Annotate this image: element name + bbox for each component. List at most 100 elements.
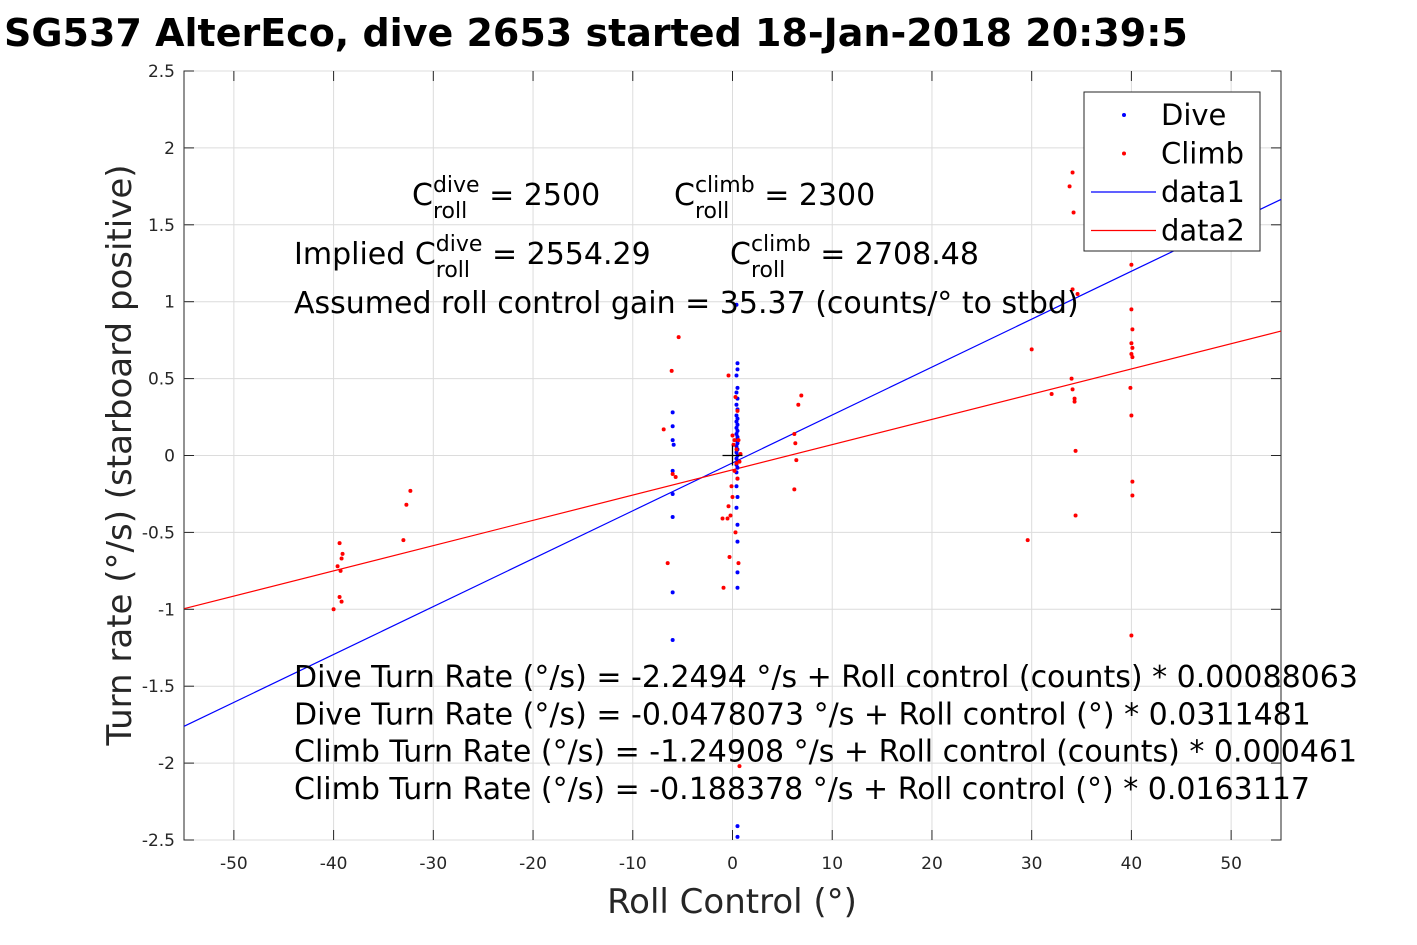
x-tick-label: 40 — [1121, 854, 1143, 874]
data-point-climb — [728, 513, 733, 518]
data-point-climb — [794, 458, 799, 463]
data-point-dive — [734, 302, 739, 307]
data-point-climb — [1130, 355, 1135, 360]
data-point-climb — [720, 516, 725, 521]
data-point-dive — [735, 441, 740, 446]
data-point-dive — [735, 495, 740, 500]
y-tick-label: 0.5 — [148, 370, 175, 390]
implied-c-roll-dive-annotation: Implied Cdive roll = 2554.29 — [294, 232, 651, 283]
data-point-climb — [1130, 493, 1135, 498]
data-point-climb — [669, 368, 674, 373]
data-point-climb — [732, 468, 737, 473]
data-point-climb — [331, 607, 336, 612]
data-point-climb — [1029, 347, 1034, 352]
data-point-climb — [1075, 292, 1080, 297]
data-point-dive — [735, 585, 740, 590]
data-point-dive — [735, 422, 740, 427]
data-point-climb — [1070, 387, 1075, 392]
data-point-dive — [734, 484, 739, 489]
data-point-climb — [729, 484, 734, 489]
data-point-dive — [734, 390, 739, 395]
legend-box — [1083, 91, 1261, 252]
y-axis-label: Turn rate (°/s) (starboard positive) — [100, 164, 140, 746]
data-point-climb — [1071, 210, 1076, 215]
data-point-climb — [733, 395, 738, 400]
data-point-dive — [734, 456, 739, 461]
data-point-climb — [735, 476, 740, 481]
data-point-dive — [670, 638, 675, 643]
data-point-dive — [671, 442, 676, 447]
data-point-dive — [670, 438, 675, 443]
x-tick-label: -20 — [519, 854, 547, 874]
x-tick-label: 20 — [921, 854, 943, 874]
data-point-climb — [1128, 385, 1133, 390]
data-point-climb — [737, 764, 742, 769]
y-tick-label: -0.5 — [142, 523, 175, 543]
data-point-climb — [732, 438, 737, 443]
data-point-climb — [1072, 399, 1077, 404]
data-point-climb — [1130, 479, 1135, 484]
data-point-climb — [1130, 327, 1135, 332]
data-point-climb — [792, 487, 797, 492]
data-point-climb — [796, 402, 801, 407]
data-point-climb — [340, 551, 345, 556]
y-tick-label: -1.5 — [142, 677, 175, 697]
data-point-dive — [735, 465, 740, 470]
data-point-climb — [1129, 351, 1134, 356]
axis-ticks: -50 -40 -30 -20 -10 0 10 20 30 40 50-2.5-2-1.5-1-0… — [142, 62, 1281, 874]
data-point-dive — [735, 416, 740, 421]
data-point-climb — [408, 488, 413, 493]
scatter-points — [331, 170, 1135, 839]
data-point-climb — [734, 447, 739, 452]
data-point-climb — [1049, 391, 1054, 396]
data-point-climb — [730, 433, 735, 438]
data-point-dive — [735, 834, 740, 839]
roll-gain-annotation: Assumed roll control gain = 35.37 (count… — [294, 286, 1079, 321]
x-tick-label: -50 — [220, 854, 248, 874]
legend-label: data2 — [1161, 214, 1245, 248]
data-point-dive — [735, 824, 740, 829]
data-point-dive — [734, 373, 739, 378]
data-point-climb — [727, 555, 732, 560]
data-point-climb — [670, 471, 675, 476]
data-point-climb — [1025, 538, 1030, 543]
data-point-climb — [730, 495, 735, 500]
legend-label: Climb — [1161, 137, 1244, 171]
data-point-climb — [1072, 396, 1077, 401]
data-point-dive — [735, 385, 740, 390]
data-point-climb — [1067, 184, 1072, 189]
legend-marker-dive — [1122, 113, 1126, 117]
fit-equation: Dive Turn Rate (°/s) = -2.2494 °/s + Rol… — [294, 660, 1358, 695]
x-tick-label: 10 — [821, 854, 843, 874]
data-point-dive — [735, 367, 740, 372]
y-tick-label: -2 — [158, 754, 175, 774]
data-point-dive — [670, 491, 675, 496]
data-point-dive — [735, 428, 740, 433]
data-point-climb — [337, 541, 342, 546]
data-point-climb — [1073, 513, 1078, 518]
data-point-climb — [1129, 633, 1134, 638]
data-point-dive — [735, 539, 740, 544]
x-tick-label: -10 — [619, 854, 647, 874]
data-point-climb — [665, 561, 670, 566]
data-point-climb — [1069, 376, 1074, 381]
data-point-dive — [670, 590, 675, 595]
data-point-climb — [737, 459, 742, 464]
data-point-climb — [339, 599, 344, 604]
data-point-climb — [735, 408, 740, 413]
data-point-dive — [670, 410, 675, 415]
c-roll-dive-annotation: Cdive roll = 2500 — [412, 173, 600, 224]
y-tick-label: 1.5 — [148, 216, 175, 236]
data-point-climb — [793, 441, 798, 446]
data-point-dive — [735, 570, 740, 575]
data-point-climb — [1070, 287, 1075, 292]
data-point-climb — [1129, 413, 1134, 418]
data-point-climb — [1070, 170, 1075, 175]
y-tick-label: 2 — [164, 139, 175, 159]
annotations: Cdive roll = 2500 Cclimb roll = 2300 Implied… — [294, 173, 1358, 807]
data-point-dive — [734, 431, 739, 436]
data-point-climb — [337, 594, 342, 599]
data-point-climb — [673, 475, 678, 480]
data-point-climb — [676, 335, 681, 340]
